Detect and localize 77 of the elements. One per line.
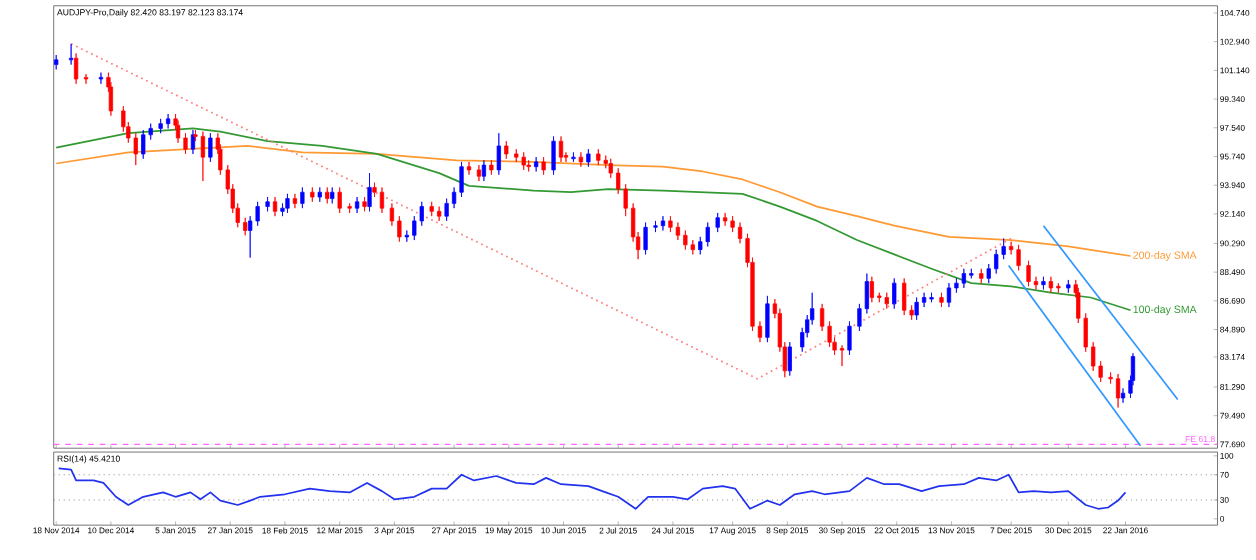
candlestick [265, 196, 270, 212]
candlestick [653, 220, 658, 233]
candlestick [541, 156, 546, 176]
candlestick [367, 172, 372, 212]
candlestick [379, 187, 385, 214]
candlestick [68, 43, 74, 66]
line-series [55, 127, 1132, 312]
candlestick [504, 140, 509, 160]
candlestick [892, 278, 897, 310]
candlestick [1066, 279, 1071, 294]
candlestick [317, 187, 322, 203]
candlestick [489, 160, 494, 176]
candlestick [330, 187, 335, 204]
candlestick [310, 187, 315, 203]
candlestick [526, 160, 531, 172]
candlestick [765, 295, 770, 343]
candlestick [1016, 244, 1021, 271]
candlestick [429, 201, 434, 217]
candlestick [73, 53, 79, 85]
candlestick [571, 152, 576, 163]
candlestick [354, 196, 360, 214]
candlestick [300, 187, 305, 209]
candlestick [839, 345, 845, 367]
candlestick [683, 230, 688, 251]
candlestick [292, 193, 298, 209]
candlestick [705, 222, 710, 247]
candlestick [437, 206, 442, 222]
candlestick [586, 148, 591, 168]
candlestick [514, 148, 519, 163]
candlestick [347, 203, 352, 214]
candlestick [200, 131, 206, 182]
candlestick [1041, 276, 1046, 290]
candlestick [54, 54, 59, 70]
candlestick [362, 196, 367, 212]
candlestick [476, 164, 482, 182]
candlestick [1115, 373, 1121, 409]
candlestick [929, 292, 934, 303]
candlestick [190, 129, 196, 155]
candlestick [939, 292, 944, 308]
candlestick [961, 268, 966, 289]
candlestick [660, 215, 666, 231]
candlestick [847, 321, 852, 356]
candlestick [914, 297, 919, 321]
candlestick [481, 160, 487, 182]
candlestick [884, 292, 889, 310]
candlestick [466, 161, 472, 176]
line-series [55, 145, 1132, 257]
candlestick [337, 187, 342, 214]
candlestick [869, 276, 874, 303]
line-series [57, 467, 1127, 510]
candlestick [496, 132, 501, 176]
candlestick [946, 282, 952, 308]
candlestick [272, 196, 278, 217]
candlestick [534, 156, 539, 172]
candlestick [1056, 282, 1061, 294]
candlestick [596, 148, 601, 166]
candlestick [715, 212, 720, 233]
candlestick [558, 136, 564, 163]
candlestick [158, 118, 163, 134]
candlestick [578, 152, 584, 168]
candlestick [521, 152, 526, 171]
candlestick [165, 113, 171, 129]
candlestick [98, 72, 104, 85]
candlestick [208, 132, 213, 163]
candlestick [325, 187, 330, 204]
candlestick [1026, 260, 1031, 287]
candlestick [1048, 276, 1054, 294]
candlestick [787, 341, 792, 377]
candlestick [979, 268, 984, 284]
candlestick [285, 193, 290, 214]
candlestick [643, 222, 648, 255]
candlestick [83, 73, 89, 85]
candlestick [141, 129, 146, 160]
candlestick [723, 212, 728, 227]
candlestick [668, 215, 673, 233]
candlestick [902, 278, 907, 316]
candlestick [551, 136, 556, 176]
